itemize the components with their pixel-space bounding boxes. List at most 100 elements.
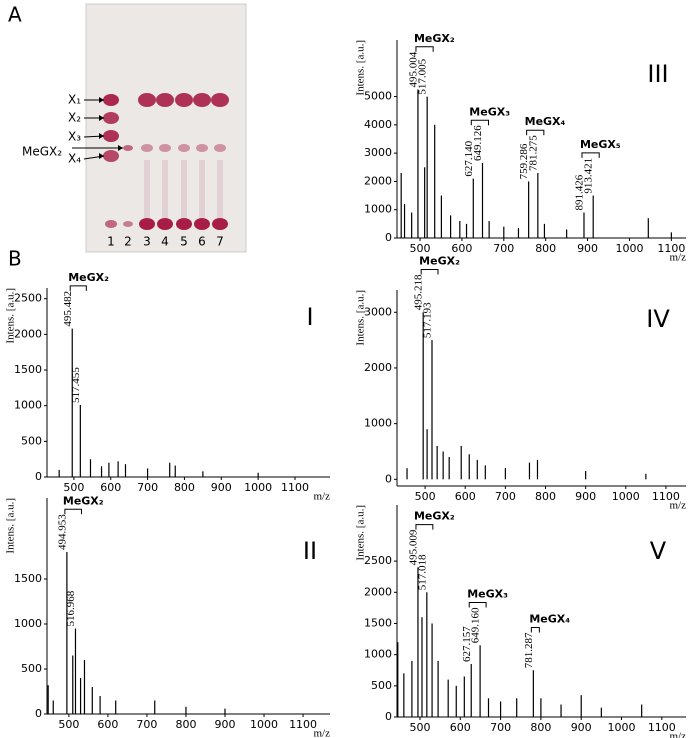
x-tick-label: 1100 — [281, 481, 309, 494]
x-tick-label: 700 — [495, 490, 516, 503]
tlc-smear — [144, 160, 150, 220]
x-tick-label: 600 — [451, 242, 472, 255]
y-tick-label: 2500 — [14, 292, 42, 305]
tlc-spot — [138, 93, 156, 107]
panel-label: B — [8, 247, 22, 271]
x-tick-label: 1100 — [657, 242, 685, 255]
arrow-head — [99, 133, 104, 139]
y-tick-label: 4000 — [364, 118, 392, 131]
group-bracket — [470, 119, 489, 126]
tlc-spot — [103, 150, 119, 162]
group-label: MeGX₂ — [419, 255, 460, 268]
y-tick-label: 0 — [385, 231, 392, 244]
y-tick-label: 500 — [371, 679, 392, 692]
y-tick-label: 0 — [385, 710, 392, 723]
x-tick-label: 700 — [493, 242, 514, 255]
tlc-spot — [211, 93, 229, 107]
x-tick-label: 700 — [136, 718, 157, 731]
tlc-plate — [85, 3, 247, 253]
y-axis-label: Intens. [a.u.] — [5, 288, 17, 344]
group-label: MeGX₂ — [414, 32, 455, 45]
group-label: MeGX₅ — [580, 138, 621, 151]
group-label: MeGX₂ — [414, 510, 455, 523]
tlc-spot — [194, 218, 210, 230]
tlc-spot — [105, 220, 117, 228]
group-label: MeGX₃ — [467, 588, 508, 601]
y-axis-label: Intens. [a.u.] — [5, 498, 17, 554]
y-tick-label: 0 — [385, 472, 392, 485]
y-tick-label: 1000 — [14, 399, 42, 412]
y-tick-label: 2000 — [14, 327, 42, 340]
peak-label: 627.140 — [463, 140, 475, 176]
y-tick-label: 1000 — [14, 617, 42, 630]
spectrum-title: V — [650, 537, 667, 565]
tlc-spot — [141, 144, 153, 152]
peak-label: 495.004 — [407, 51, 419, 87]
tlc-spot — [178, 144, 190, 152]
y-tick-label: 3000 — [364, 305, 392, 318]
x-tick-label: 600 — [450, 721, 471, 734]
tlc-smear — [199, 160, 205, 220]
peak-label: 494.953 — [56, 514, 68, 550]
tlc-spot — [175, 93, 193, 107]
x-tick-label: 800 — [535, 490, 556, 503]
y-tick-label: 500 — [21, 434, 42, 447]
x-tick-label: 900 — [577, 242, 598, 255]
x-tick-label: 500 — [58, 718, 79, 731]
x-tick-label: 800 — [174, 481, 195, 494]
band-label: X₂ — [68, 111, 81, 125]
y-tick-label: 1500 — [14, 572, 42, 585]
x-tick-label: 500 — [409, 721, 430, 734]
peak-label: 517.193 — [422, 302, 434, 338]
peak-label: 495.009 — [407, 529, 419, 565]
y-tick-label: 1000 — [364, 203, 392, 216]
arrow-head — [99, 115, 104, 121]
x-tick-label: 800 — [535, 242, 556, 255]
spectrum-title: III — [647, 60, 668, 88]
group-bracket — [468, 602, 487, 608]
x-tick-label: 900 — [571, 721, 592, 734]
x-tick-label: 1100 — [289, 718, 317, 731]
y-tick-label: 500 — [21, 662, 42, 675]
tlc-spot — [156, 93, 174, 107]
x-tick-label: 1000 — [244, 481, 272, 494]
arrow-head — [118, 145, 123, 151]
arrow-head — [99, 153, 104, 159]
x-tick-label: 500 — [410, 242, 431, 255]
y-tick-label: 0 — [35, 470, 42, 483]
y-tick-label: 3000 — [364, 146, 392, 159]
x-tick-label: 600 — [100, 481, 121, 494]
peak-label: 649.126 — [472, 125, 484, 161]
x-tick-label: 500 — [415, 490, 436, 503]
x-tick-label: 1100 — [652, 490, 680, 503]
tlc-smear — [181, 160, 187, 220]
x-axis-label: m/z — [670, 731, 687, 738]
lane-label: 5 — [180, 235, 188, 249]
peak-label: 781.287 — [523, 632, 535, 668]
tlc-spot — [176, 218, 192, 230]
group-bracket — [415, 46, 434, 52]
x-tick-label: 900 — [214, 718, 235, 731]
group-label: MeGX₃ — [469, 105, 510, 118]
peak-label: 913.421 — [583, 158, 595, 194]
tlc-spot — [214, 144, 226, 152]
group-bracket — [69, 285, 87, 291]
y-tick-label: 5000 — [364, 90, 392, 103]
tlc-spot — [103, 112, 119, 124]
x-tick-label: 900 — [575, 490, 596, 503]
tlc-smear — [162, 160, 168, 220]
spectrum-title: IV — [646, 305, 670, 333]
peak-label: 759.286 — [518, 143, 530, 179]
peak-label: 781.275 — [527, 135, 539, 171]
y-tick-label: 2000 — [364, 174, 392, 187]
lane-label: 3 — [143, 235, 151, 249]
x-axis-label: m/z — [314, 728, 331, 738]
peak-label: 516.968 — [65, 590, 77, 626]
x-tick-label: 1000 — [250, 718, 278, 731]
tlc-spot — [196, 144, 208, 152]
peak-label: 517.455 — [70, 367, 82, 403]
tlc-spot — [157, 218, 173, 230]
tlc-spot — [103, 130, 119, 142]
x-tick-label: 1000 — [612, 490, 640, 503]
